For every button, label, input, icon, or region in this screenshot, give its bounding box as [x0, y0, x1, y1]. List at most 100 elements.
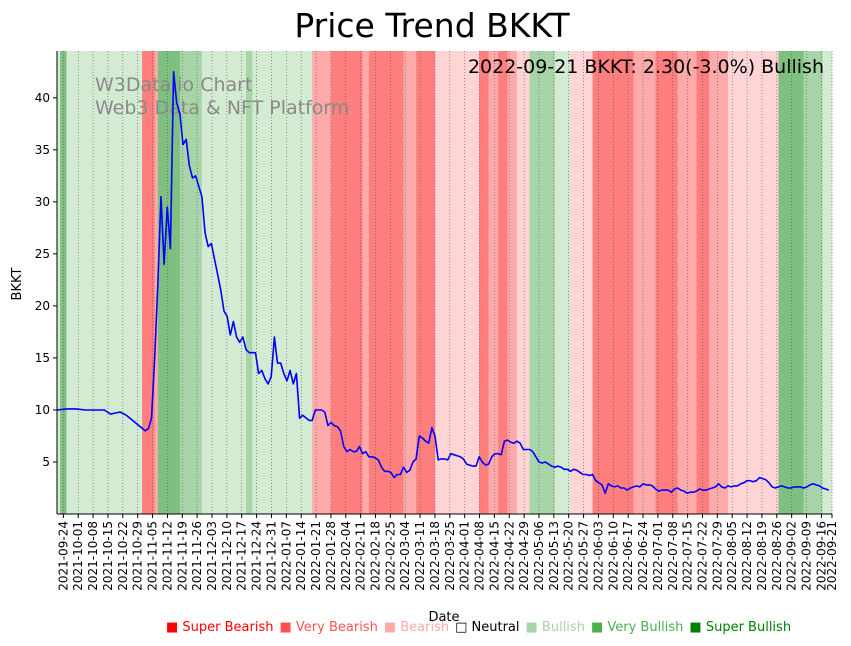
- y-tick-label-5: 30: [35, 195, 50, 209]
- x-tick-label-41: 2022-07-08: [666, 521, 680, 591]
- y-tick-label-1: 10: [35, 403, 50, 417]
- y-tick-label-2: 15: [35, 351, 50, 365]
- x-axis-label: Date: [428, 610, 459, 625]
- sentiment-band-9: [252, 51, 313, 514]
- sentiment-band-31: [709, 51, 729, 514]
- y-axis-label: BKKT: [10, 267, 25, 300]
- x-tick-label-48: 2022-08-26: [770, 521, 784, 591]
- x-tick-label-49: 2022-09-02: [785, 521, 799, 591]
- sentiment-band-11: [331, 51, 363, 514]
- x-tick-label-15: 2022-01-07: [279, 521, 293, 591]
- x-tick-label-1: 2021-10-01: [71, 521, 85, 591]
- sentiment-band-30: [696, 51, 710, 514]
- latest-price-annotation: 2022-09-21 BKKT: 2.30(-3.0%) Bullish: [468, 56, 824, 78]
- x-tick-label-38: 2022-06-17: [621, 521, 635, 591]
- legend-item-3: □ Neutral: [455, 620, 520, 635]
- x-tick-label-5: 2021-10-29: [131, 521, 145, 591]
- y-axis-ticks: 5 10 15 20 25 30 35 40: [35, 91, 57, 469]
- sentiment-band-4: [154, 51, 159, 514]
- x-tick-label-34: 2022-05-20: [562, 521, 576, 591]
- sentiment-band-14: [403, 51, 417, 514]
- chart-title: Price Trend BKKT: [294, 6, 570, 45]
- x-tick-label-23: 2022-03-04: [398, 521, 412, 591]
- x-tick-label-27: 2022-04-01: [458, 521, 472, 591]
- x-axis-ticks: 2021-09-24 2021-10-01 2021-10-08 2021-10-15…: [56, 514, 839, 591]
- sentiment-band-7: [201, 51, 247, 514]
- x-tick-label-16: 2022-01-14: [294, 521, 308, 591]
- x-tick-label-52: 2022-09-21: [825, 521, 839, 591]
- sentiment-band-28: [655, 51, 678, 514]
- x-tick-label-39: 2022-06-24: [636, 521, 650, 591]
- x-tick-label-44: 2022-07-29: [710, 521, 724, 591]
- x-tick-label-17: 2022-01-21: [309, 521, 323, 591]
- sentiment-band-5: [157, 51, 181, 514]
- sentiment-band-32: [728, 51, 779, 514]
- vertical-gridlines: [63, 51, 833, 514]
- x-tick-label-31: 2022-04-29: [517, 521, 531, 591]
- x-tick-label-29: 2022-04-15: [487, 521, 501, 591]
- x-tick-label-42: 2022-07-15: [681, 521, 695, 591]
- x-tick-label-11: 2021-12-10: [220, 521, 234, 591]
- x-tick-label-22: 2022-02-25: [383, 521, 397, 591]
- x-tick-label-24: 2022-03-11: [413, 521, 427, 591]
- x-tick-label-6: 2021-11-05: [146, 521, 160, 591]
- y-tick-label-6: 35: [35, 143, 50, 157]
- x-tick-label-33: 2022-05-13: [547, 521, 561, 591]
- legend-item-1: ■ Very Bearish: [279, 620, 378, 635]
- sentiment-band-27: [633, 51, 656, 514]
- x-tick-label-4: 2021-10-22: [116, 521, 130, 591]
- y-tick-label-4: 25: [35, 247, 50, 261]
- x-tick-label-14: 2021-12-31: [264, 521, 278, 591]
- x-tick-label-50: 2022-09-09: [800, 521, 814, 591]
- price-series: [56, 71, 830, 495]
- sentiment-band-25: [570, 51, 593, 514]
- sentiment-band-10: [312, 51, 332, 514]
- x-tick-label-19: 2022-02-04: [339, 521, 353, 591]
- sentiment-band-8: [246, 51, 253, 514]
- x-tick-label-40: 2022-07-01: [651, 521, 665, 591]
- x-tick-label-26: 2022-03-25: [443, 521, 457, 591]
- x-tick-label-43: 2022-07-22: [695, 521, 709, 591]
- sentiment-band-12: [362, 51, 370, 514]
- x-tick-label-3: 2021-10-15: [101, 521, 115, 591]
- sentiment-band-18: [479, 51, 489, 514]
- sentiment-band-24: [554, 51, 571, 514]
- x-tick-label-2: 2021-10-08: [86, 521, 100, 591]
- x-tick-label-21: 2022-02-18: [368, 521, 382, 591]
- legend-item-0: ■ Super Bearish: [166, 620, 274, 635]
- x-tick-label-35: 2022-05-27: [577, 521, 591, 591]
- sentiment-band-21: [507, 51, 518, 514]
- sentiment-band-34: [803, 51, 823, 514]
- sentiment-band-17: [460, 51, 480, 514]
- x-tick-label-8: 2021-11-19: [175, 521, 189, 591]
- x-tick-label-12: 2021-12-17: [235, 521, 249, 591]
- sentiment-band-29: [677, 51, 697, 514]
- x-tick-label-32: 2022-05-06: [532, 521, 546, 591]
- x-tick-label-20: 2022-02-11: [354, 521, 368, 591]
- sentiment-band-0: [57, 51, 61, 514]
- x-tick-label-37: 2022-06-10: [606, 521, 620, 591]
- sentiment-band-33: [778, 51, 804, 514]
- x-tick-label-13: 2021-12-24: [250, 521, 264, 591]
- legend-item-5: ■ Very Bullish: [590, 620, 684, 635]
- sentiment-band-15: [416, 51, 436, 514]
- sentiment-band-2: [66, 51, 143, 514]
- x-tick-label-18: 2022-01-28: [324, 521, 338, 591]
- x-tick-label-45: 2022-08-05: [725, 521, 739, 591]
- x-tick-label-47: 2022-08-19: [755, 521, 769, 591]
- price-line: [56, 71, 830, 495]
- x-tick-label-7: 2021-11-12: [160, 521, 174, 591]
- sentiment-band-3: [142, 51, 155, 514]
- sentiment-band-20: [498, 51, 508, 514]
- y-tick-label-3: 20: [35, 299, 50, 313]
- sentiment-bands: [57, 51, 833, 514]
- sentiment-band-22: [516, 51, 530, 514]
- x-tick-label-51: 2022-09-16: [814, 521, 828, 591]
- sentiment-band-23: [529, 51, 556, 514]
- sentiment-band-35: [822, 51, 833, 514]
- legend-item-2: ■ Bearish: [383, 620, 450, 635]
- y-tick-label-0: 5: [42, 455, 50, 469]
- x-tick-label-28: 2022-04-08: [473, 521, 487, 591]
- sentiment-band-19: [488, 51, 499, 514]
